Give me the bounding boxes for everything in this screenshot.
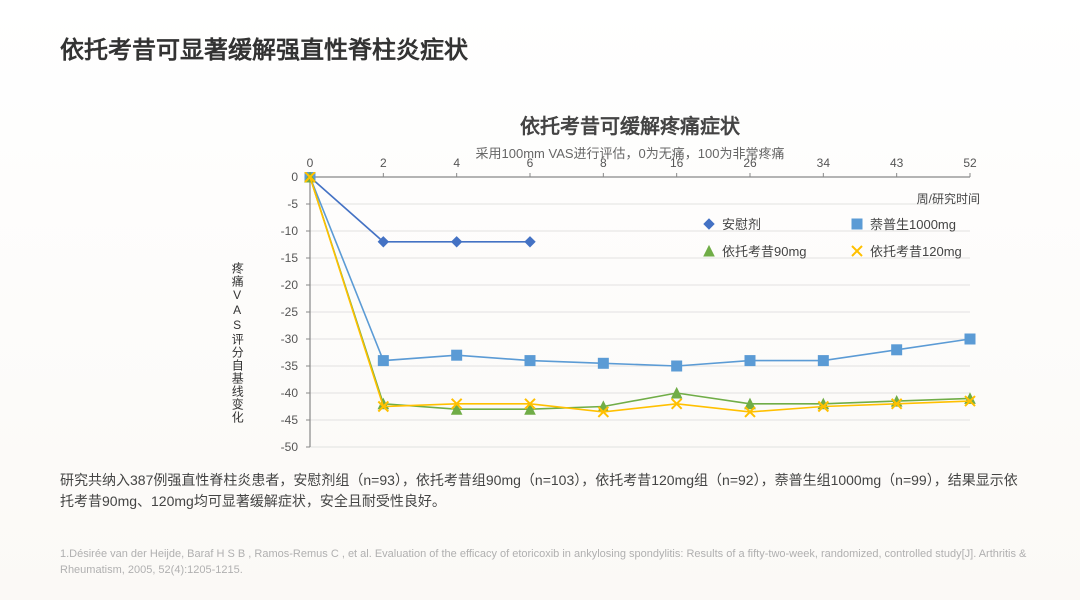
x-axis-label: 周/研究时间 [917,190,980,207]
y-tick-label: -30 [268,332,298,346]
x-tick-label: 26 [743,156,756,170]
y-tick-label: -25 [268,305,298,319]
x-tick-label: 52 [963,156,976,170]
study-description: 研究共纳入387例强直性脊柱炎患者，安慰剂组（n=93），依托考昔组90mg（n… [60,470,1030,512]
y-tick-label: -50 [268,440,298,454]
legend-label: 依托考昔90mg [722,241,807,260]
y-tick-label: -35 [268,359,298,373]
x-tick-label: 8 [600,156,607,170]
page-title: 依托考昔可显著缓解强直性脊柱炎症状 [60,30,468,65]
y-axis-ticks: 0 -5 -10 -15 -20 -25 -30 -35 -40 -45 -50 [268,172,298,452]
chart-container: 依托考昔可缓解疼痛症状 采用100mm VAS进行评估，0为无痛，100为非常疼… [260,110,1000,450]
y-tick-label: -15 [268,251,298,265]
legend-item: 依托考昔90mg [702,241,832,260]
chart-legend: 安慰剂 萘普生1000mg 依托考昔90mg 依托考昔120mg [702,214,980,268]
legend-label: 萘普生1000mg [870,214,956,233]
y-tick-label: -40 [268,386,298,400]
y-axis-label: 疼痛VAS评分自基线变化 [230,262,243,424]
x-tick-label: 16 [670,156,683,170]
x-tick-label: 6 [527,156,534,170]
y-tick-label: 0 [268,170,298,184]
chart-plot: 疼痛VAS评分自基线变化 024681626344352 0-5-10-15-2… [260,172,1000,452]
x-tick-label: 34 [817,156,830,170]
chart-title: 依托考昔可缓解疼痛症状 [260,110,1000,139]
x-axis-ticks: 0 2 4 6 8 16 26 34 43 52 [300,156,1000,172]
legend-item: 萘普生1000mg [850,214,980,233]
y-tick-label: -45 [268,413,298,427]
legend-label: 安慰剂 [722,214,761,233]
x-tick-label: 4 [453,156,460,170]
citation-text: 1.Désirée van der Heijde, Baraf H S B , … [60,547,1030,578]
x-tick-label: 0 [307,156,314,170]
y-tick-label: -20 [268,278,298,292]
x-tick-label: 2 [380,156,387,170]
y-tick-label: -5 [268,197,298,211]
legend-item: 安慰剂 [702,214,832,233]
x-tick-label: 43 [890,156,903,170]
legend-label: 依托考昔120mg [870,241,962,260]
legend-item: 依托考昔120mg [850,241,980,260]
y-tick-label: -10 [268,224,298,238]
